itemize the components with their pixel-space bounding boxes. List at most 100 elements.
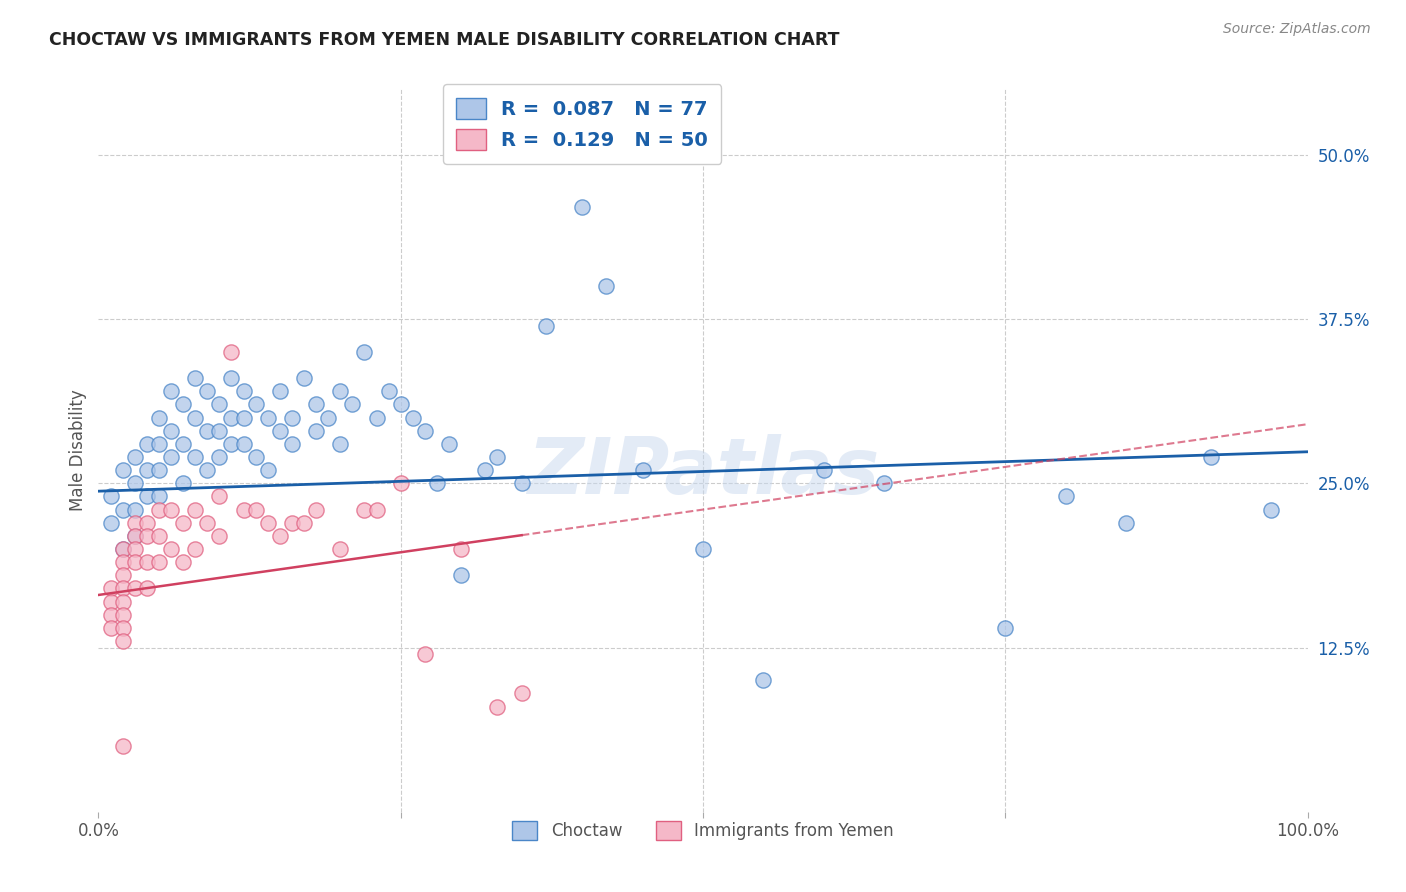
Point	[124, 582, 146, 596]
Point	[994, 621, 1017, 635]
Point	[148, 529, 170, 543]
Point	[437, 437, 460, 451]
Point	[111, 621, 134, 635]
Point	[329, 384, 352, 399]
Point	[160, 424, 183, 438]
Point	[195, 424, 218, 438]
Point	[486, 699, 509, 714]
Point	[111, 555, 134, 569]
Point	[208, 490, 231, 504]
Point	[148, 502, 170, 516]
Point	[631, 463, 654, 477]
Text: CHOCTAW VS IMMIGRANTS FROM YEMEN MALE DISABILITY CORRELATION CHART: CHOCTAW VS IMMIGRANTS FROM YEMEN MALE DI…	[49, 31, 839, 49]
Point	[111, 634, 134, 648]
Point	[366, 502, 388, 516]
Point	[208, 397, 231, 411]
Point	[269, 384, 291, 399]
Point	[692, 541, 714, 556]
Point	[124, 476, 146, 491]
Point	[377, 384, 399, 399]
Point	[148, 437, 170, 451]
Point	[208, 529, 231, 543]
Point	[1054, 490, 1077, 504]
Point	[305, 424, 328, 438]
Point	[135, 582, 157, 596]
Point	[208, 424, 231, 438]
Point	[160, 384, 183, 399]
Point	[281, 516, 304, 530]
Point	[148, 463, 170, 477]
Legend: Choctaw, Immigrants from Yemen: Choctaw, Immigrants from Yemen	[506, 814, 900, 847]
Point	[100, 582, 122, 596]
Point	[100, 594, 122, 608]
Point	[135, 529, 157, 543]
Point	[100, 621, 122, 635]
Point	[135, 463, 157, 477]
Point	[329, 437, 352, 451]
Point	[245, 502, 267, 516]
Point	[148, 410, 170, 425]
Point	[208, 450, 231, 464]
Point	[172, 555, 194, 569]
Text: ZIPatlas: ZIPatlas	[527, 434, 879, 510]
Point	[389, 476, 412, 491]
Point	[245, 397, 267, 411]
Point	[292, 371, 315, 385]
Point	[195, 384, 218, 399]
Point	[184, 410, 207, 425]
Point	[135, 555, 157, 569]
Point	[124, 502, 146, 516]
Point	[111, 541, 134, 556]
Point	[100, 490, 122, 504]
Point	[184, 371, 207, 385]
Point	[184, 502, 207, 516]
Point	[305, 502, 328, 516]
Point	[221, 410, 243, 425]
Point	[366, 410, 388, 425]
Point	[100, 607, 122, 622]
Point	[450, 541, 472, 556]
Point	[329, 541, 352, 556]
Point	[426, 476, 449, 491]
Point	[281, 410, 304, 425]
Point	[292, 516, 315, 530]
Point	[813, 463, 835, 477]
Point	[571, 201, 593, 215]
Point	[111, 594, 134, 608]
Point	[148, 555, 170, 569]
Point	[232, 384, 254, 399]
Point	[450, 568, 472, 582]
Point	[184, 541, 207, 556]
Point	[595, 279, 617, 293]
Point	[195, 516, 218, 530]
Point	[353, 345, 375, 359]
Point	[172, 437, 194, 451]
Point	[135, 516, 157, 530]
Point	[232, 437, 254, 451]
Point	[232, 410, 254, 425]
Point	[474, 463, 496, 477]
Point	[100, 516, 122, 530]
Point	[316, 410, 339, 425]
Point	[124, 516, 146, 530]
Point	[124, 529, 146, 543]
Point	[269, 529, 291, 543]
Point	[486, 450, 509, 464]
Text: Source: ZipAtlas.com: Source: ZipAtlas.com	[1223, 22, 1371, 37]
Point	[1115, 516, 1137, 530]
Point	[402, 410, 425, 425]
Point	[534, 318, 557, 333]
Point	[135, 437, 157, 451]
Point	[111, 502, 134, 516]
Point	[111, 568, 134, 582]
Point	[221, 345, 243, 359]
Point	[160, 450, 183, 464]
Point	[148, 490, 170, 504]
Point	[111, 582, 134, 596]
Point	[172, 476, 194, 491]
Y-axis label: Male Disability: Male Disability	[69, 390, 87, 511]
Point	[172, 516, 194, 530]
Point	[353, 502, 375, 516]
Point	[256, 410, 278, 425]
Point	[413, 647, 436, 661]
